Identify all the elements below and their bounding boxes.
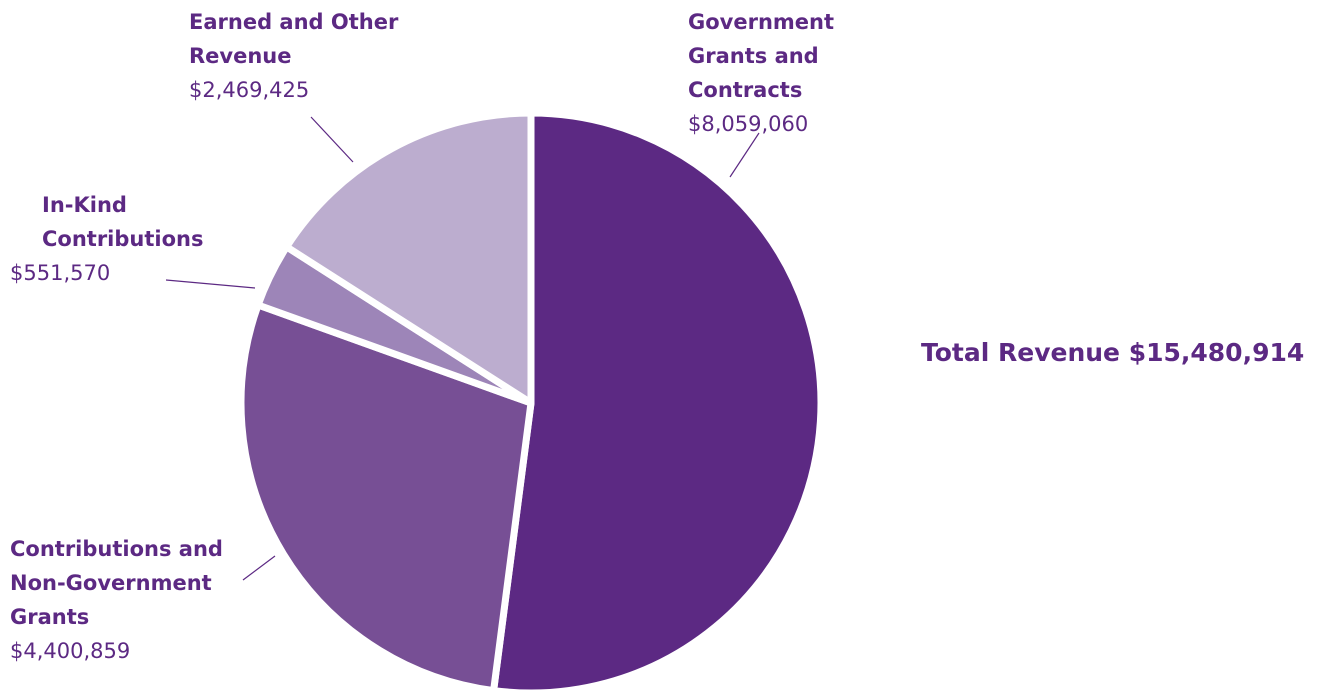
pie-slice-gov [490, 109, 825, 690]
slice-name-contrib-line1: Contributions and [10, 537, 223, 561]
leader-line-earned [310, 116, 354, 163]
slice-label-gov: Government Grants and Contracts $8,059,0… [688, 5, 834, 141]
slice-name-gov-line1: Government [688, 10, 835, 34]
pie-slices [237, 109, 825, 690]
leader-line-gov [729, 132, 760, 178]
slice-name-earned-line2: Revenue [189, 44, 292, 68]
total-revenue: Total Revenue $15,480,914 [921, 338, 1305, 367]
slice-value-gov: $8,059,060 [688, 112, 809, 136]
slice-name-contrib-line2: Non-Government [10, 571, 212, 595]
leader-line-inkind [165, 279, 256, 289]
leader-line-contrib [242, 555, 276, 581]
slice-name-inkind-line2: Contributions [42, 227, 204, 251]
slice-value-contrib: $4,400,859 [10, 639, 131, 663]
pie-slice-earned [283, 109, 535, 407]
slice-value-inkind: $551,570 [10, 261, 111, 285]
slice-label-inkind: In-Kind Contributions $551,570 [10, 188, 203, 290]
slice-label-contrib: Contributions and Non-Government Grants … [10, 532, 223, 668]
slice-name-gov-line3: Contracts [688, 78, 803, 102]
slice-name-inkind-line1: In-Kind [42, 193, 127, 217]
slice-name-gov-line2: Grants and [688, 44, 819, 68]
leader-lines [165, 116, 760, 581]
slice-name-earned-line1: Earned and Other [189, 10, 399, 34]
slice-name-contrib-line3: Grants [10, 605, 90, 629]
slice-value-earned: $2,469,425 [189, 78, 310, 102]
slice-label-earned: Earned and Other Revenue $2,469,425 [189, 5, 398, 107]
pie-slice-contrib [237, 301, 535, 690]
